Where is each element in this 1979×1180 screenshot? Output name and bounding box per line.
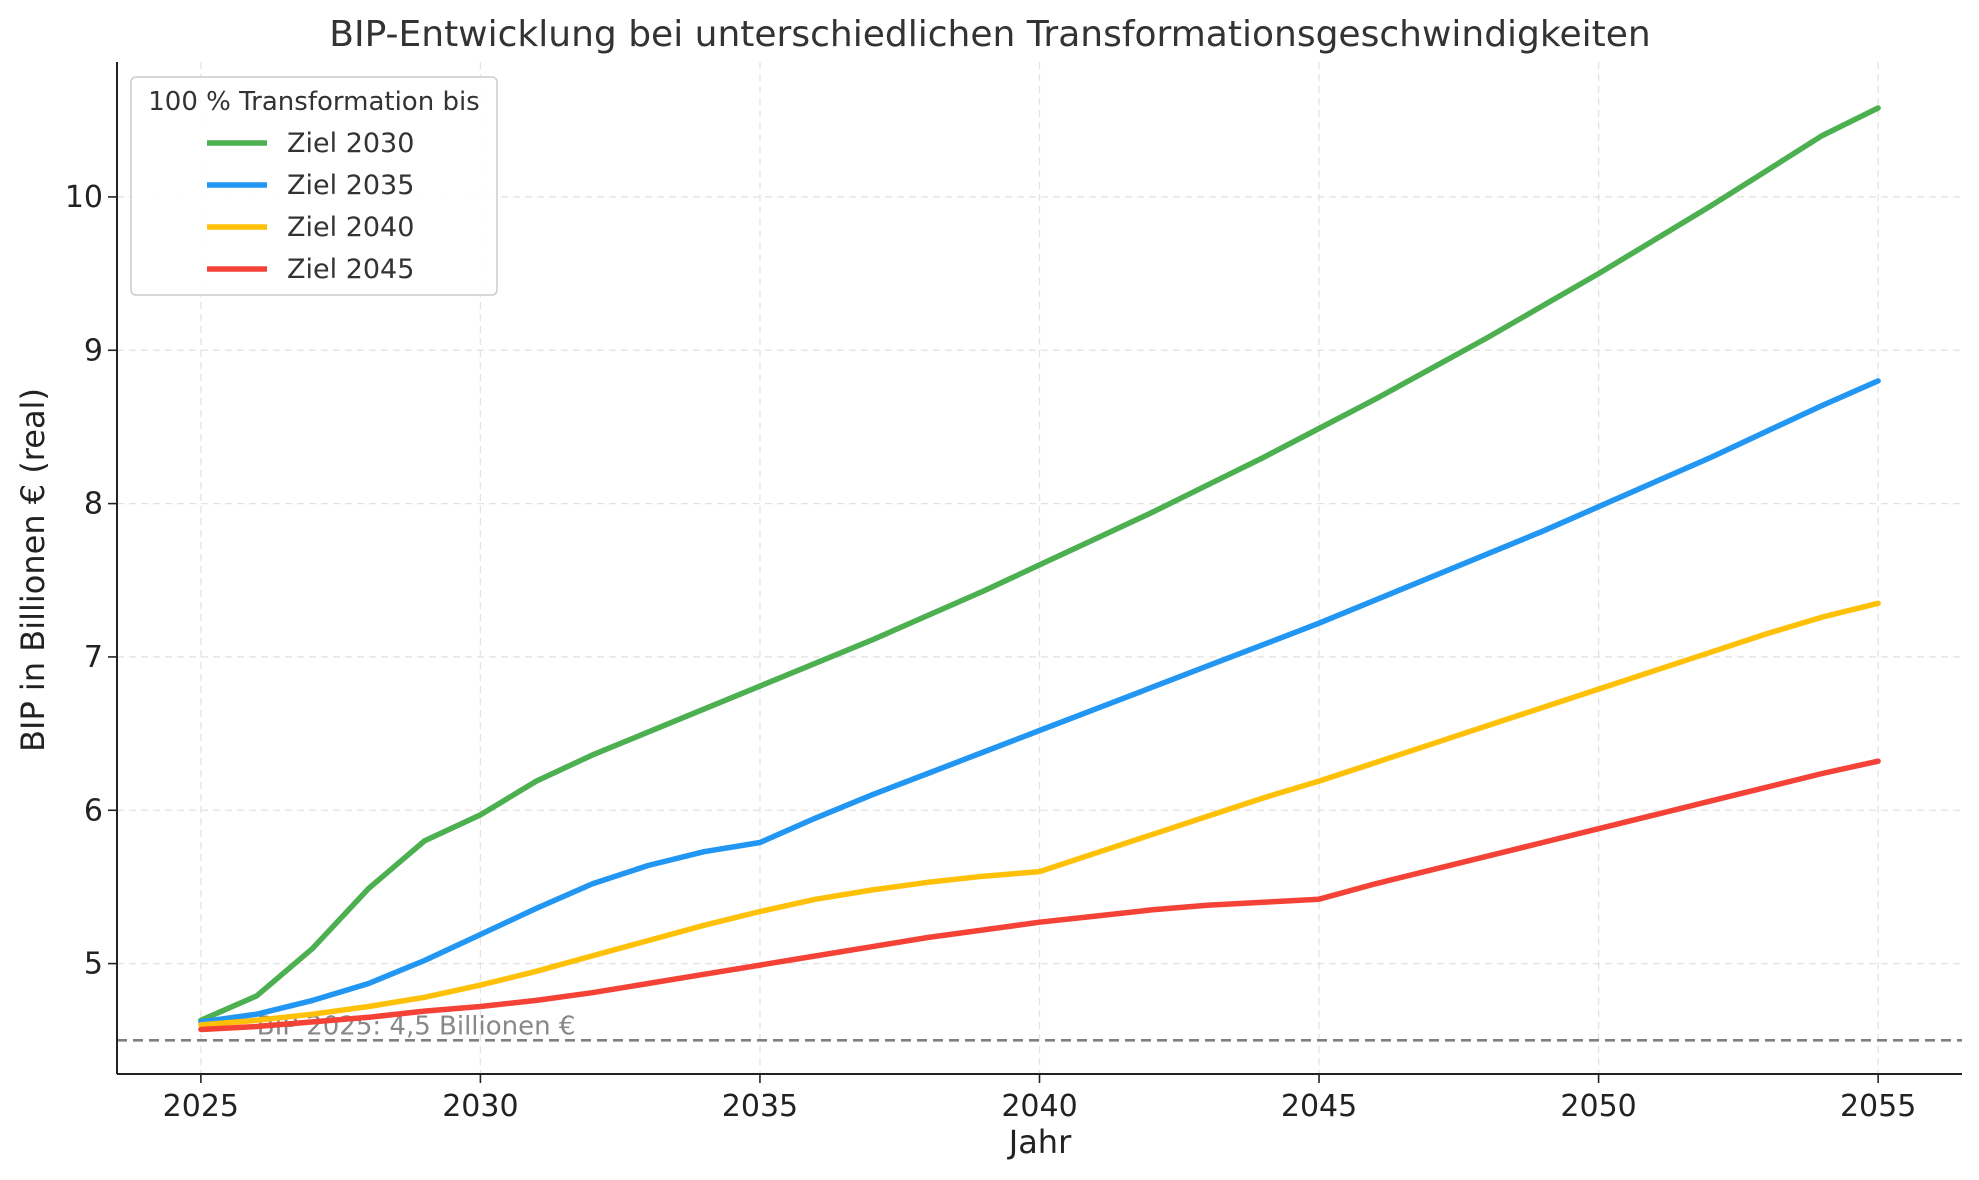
y-axis-label: BIP in Billionen € (real) (14, 388, 52, 752)
legend-label: Ziel 2045 (287, 254, 414, 285)
legend-items: Ziel 2030 Ziel 2035 Ziel 2040 Ziel 2045 (207, 128, 414, 285)
legend-label: Ziel 2030 (287, 128, 414, 159)
x-tick-label: 2040 (1001, 1089, 1077, 1124)
y-ticks: 5 6 7 8 9 10 (65, 180, 117, 982)
series-line-ziel-2035 (198, 378, 1881, 1025)
chart-title: BIP-Entwicklung bei unterschiedlichen Tr… (329, 14, 1650, 55)
series-line-ziel-2045 (198, 758, 1881, 1033)
legend-label: Ziel 2035 (287, 170, 414, 201)
x-axis-label: Jahr (1007, 1123, 1072, 1161)
y-tick-label: 6 (84, 793, 103, 828)
x-tick-label: 2055 (1840, 1089, 1916, 1124)
legend-label: Ziel 2040 (287, 212, 414, 243)
x-tick-label: 2030 (442, 1089, 518, 1124)
x-ticks: 2025 2030 2035 2040 2045 2050 2055 (163, 1074, 1916, 1124)
series-lines (198, 105, 1881, 1033)
series-line-ziel-2040 (198, 600, 1881, 1028)
y-tick-label: 7 (84, 640, 103, 675)
y-tick-label: 9 (84, 333, 103, 368)
y-tick-label: 8 (84, 487, 103, 522)
x-tick-label: 2050 (1560, 1089, 1636, 1124)
legend-title: 100 % Transformation bis (148, 87, 479, 117)
x-tick-label: 2045 (1281, 1089, 1357, 1124)
x-tick-label: 2025 (163, 1089, 239, 1124)
y-tick-label: 5 (84, 947, 103, 982)
legend-box (130, 76, 498, 296)
x-tick-label: 2035 (722, 1089, 798, 1124)
y-tick-label: 10 (65, 180, 103, 215)
series-line-ziel-2030 (198, 105, 1881, 1024)
